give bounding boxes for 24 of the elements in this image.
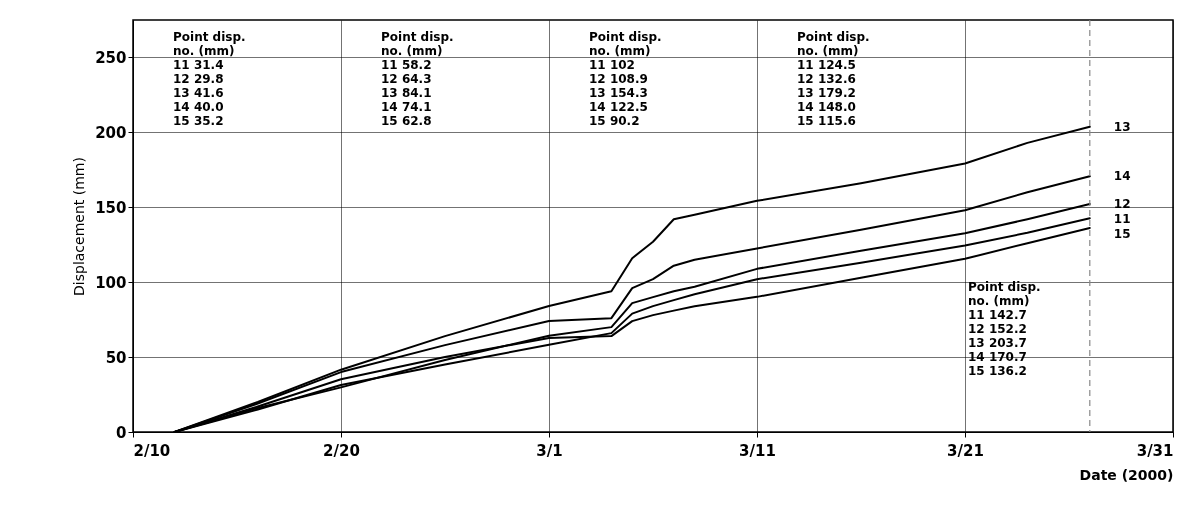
- series-label: 14: [1113, 169, 1131, 184]
- x-tick-label: 2/20: [323, 441, 360, 460]
- x-tick-label: 3/31: [1136, 441, 1174, 460]
- y-tick-label: 200: [95, 123, 127, 142]
- text: 11: [1113, 211, 1131, 226]
- annotation: Point disp. no. (mm) 11 102 12 108.9 13 154.3 14 122.5 15 90.2: [589, 30, 662, 128]
- y-tick-label: 100: [95, 273, 127, 292]
- y-axis-title: Displacement (mm): [71, 157, 88, 296]
- series-label: 12: [1113, 196, 1131, 211]
- x-tick-label: 2/10: [133, 441, 171, 460]
- annotation: Point disp. no. (mm) 11 58.2 12 64.3 13 84.1 14 74.1 15 62.8: [381, 30, 454, 128]
- text: 15: [1113, 226, 1131, 241]
- x-tick-label: 3/11: [739, 441, 776, 460]
- annotation: Point disp. no. (mm) 11 31.4 12 29.8 13 41.6 14 40.0 15 35.2: [173, 30, 246, 128]
- y-tick-label: 150: [95, 198, 127, 217]
- x-tick-label: 3/1: [536, 441, 563, 460]
- annotation: Point disp. no. (mm) 11 124.5 12 132.6 13 179.2 14 148.0 15 115.6: [797, 30, 870, 128]
- y-tick-label: 250: [95, 48, 127, 67]
- annotation: Point disp. no. (mm) 11 142.7 12 152.2 13 203.7 14 170.7 15 136.2: [968, 280, 1041, 378]
- series-label: 13: [1113, 119, 1131, 134]
- x-axis-title: Date (2000): [1079, 466, 1174, 483]
- x-tick-label: 3/21: [947, 441, 984, 460]
- y-tick-label: 50: [105, 348, 127, 367]
- y-tick-label: 0: [116, 423, 127, 442]
